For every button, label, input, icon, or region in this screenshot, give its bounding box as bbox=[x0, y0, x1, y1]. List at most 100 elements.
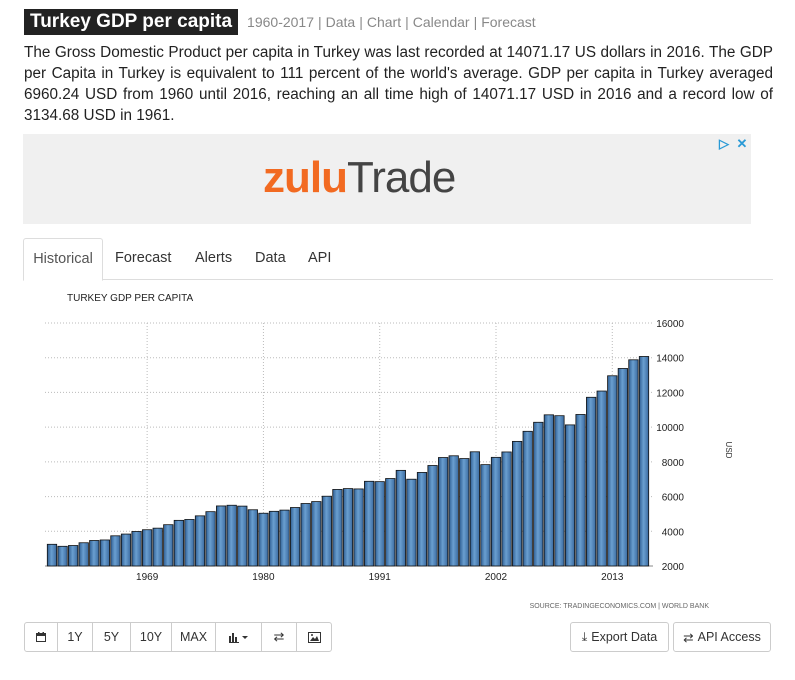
chart-source: SOURCE: TRADINGECONOMICS.COM | WORLD BAN… bbox=[530, 603, 710, 610]
export-data-label: Export Data bbox=[591, 630, 658, 644]
bar-2003[interactable] bbox=[501, 451, 512, 567]
link-calendar[interactable]: Calendar bbox=[412, 14, 470, 30]
range-10y-button[interactable]: 10Y bbox=[130, 622, 172, 652]
ad-banner[interactable]: zulu Trade ▷ ✕ bbox=[23, 134, 751, 224]
bar-2007[interactable] bbox=[543, 414, 554, 567]
bar-2000[interactable] bbox=[469, 451, 480, 567]
y-tick-label: 4000 bbox=[662, 527, 685, 538]
image-icon bbox=[307, 631, 321, 643]
brand-part-1: zulu bbox=[263, 153, 348, 202]
tab-data[interactable]: Data bbox=[255, 250, 286, 266]
image-button[interactable] bbox=[296, 622, 332, 652]
adchoices-icon[interactable]: ▷ bbox=[719, 136, 729, 151]
bar-1984[interactable] bbox=[300, 503, 311, 567]
y-tick-label: 12000 bbox=[656, 388, 684, 399]
bar-1993[interactable] bbox=[395, 469, 406, 567]
close-icon[interactable]: ✕ bbox=[736, 136, 748, 151]
bar-1978[interactable] bbox=[237, 505, 248, 567]
bar-1967[interactable] bbox=[120, 533, 132, 567]
bar-1972[interactable] bbox=[173, 519, 184, 567]
bar-2012[interactable] bbox=[596, 390, 607, 567]
tab-alerts[interactable]: Alerts bbox=[195, 250, 233, 266]
x-tick-label: 2013 bbox=[601, 572, 624, 583]
bar-1963[interactable] bbox=[78, 542, 89, 567]
bar-1994[interactable] bbox=[406, 478, 417, 567]
calendar-button[interactable] bbox=[24, 622, 58, 652]
tab-historical[interactable]: Historical bbox=[23, 238, 103, 281]
bar-2015[interactable] bbox=[628, 359, 639, 567]
bar-1969[interactable] bbox=[142, 529, 153, 567]
bar-1964[interactable] bbox=[89, 540, 100, 567]
bar-2008[interactable] bbox=[554, 415, 565, 567]
bar-2009[interactable] bbox=[564, 424, 576, 567]
page-title: Turkey GDP per capita bbox=[24, 9, 239, 35]
bar-2005[interactable] bbox=[522, 430, 533, 567]
bar-1983[interactable] bbox=[290, 507, 301, 567]
bar-1982[interactable] bbox=[279, 509, 290, 567]
bar-1979[interactable] bbox=[247, 509, 258, 567]
bar-1962[interactable] bbox=[68, 545, 79, 567]
chart-type-button[interactable] bbox=[215, 622, 262, 652]
description-paragraph: The Gross Domestic Product per capita in… bbox=[24, 44, 773, 124]
bar-1999[interactable] bbox=[459, 458, 470, 567]
bar-1977[interactable] bbox=[226, 504, 237, 567]
bar-1985[interactable] bbox=[311, 501, 322, 567]
bar-1980[interactable] bbox=[258, 512, 269, 567]
bar-1976[interactable] bbox=[216, 505, 227, 567]
link-date-range[interactable]: 1960-2017 bbox=[247, 14, 314, 30]
bar-1968[interactable] bbox=[131, 531, 142, 567]
bar-1970[interactable] bbox=[152, 527, 163, 567]
x-tick-label: 1991 bbox=[369, 572, 392, 583]
bar-2013[interactable] bbox=[607, 375, 618, 567]
range-max-button[interactable]: MAX bbox=[171, 622, 216, 652]
bar-1995[interactable] bbox=[416, 472, 428, 567]
calendar-icon bbox=[36, 632, 46, 642]
bar-1987[interactable] bbox=[332, 489, 343, 567]
bars-group bbox=[46, 356, 650, 567]
bar-1991[interactable] bbox=[374, 481, 385, 567]
export-data-button[interactable]: ⤓ Export Data bbox=[570, 622, 669, 652]
y-tick-label: 6000 bbox=[662, 493, 685, 504]
x-axis-ticks: 1969 1980 1991 2002 2013 bbox=[136, 572, 624, 583]
bar-1989[interactable] bbox=[353, 488, 364, 567]
bar-1974[interactable] bbox=[194, 515, 206, 567]
tab-api[interactable]: API bbox=[308, 250, 332, 266]
bar-1960[interactable] bbox=[46, 543, 58, 567]
bar-1965[interactable] bbox=[99, 539, 110, 567]
bar-2014[interactable] bbox=[617, 368, 628, 567]
bar-1992[interactable] bbox=[385, 478, 396, 567]
bar-1986[interactable] bbox=[321, 495, 332, 567]
bar-chart-icon bbox=[228, 633, 248, 643]
bar-1975[interactable] bbox=[205, 511, 216, 567]
api-access-label: API Access bbox=[697, 630, 761, 644]
bar-1997[interactable] bbox=[438, 457, 449, 567]
bar-1971[interactable] bbox=[163, 524, 174, 567]
compare-button[interactable]: ⇄ bbox=[261, 622, 297, 652]
range-1y-button[interactable]: 1Y bbox=[57, 622, 93, 652]
bar-1961[interactable] bbox=[57, 545, 68, 567]
chart-title: TURKEY GDP PER CAPITA bbox=[67, 293, 193, 304]
link-forecast[interactable]: Forecast bbox=[481, 14, 536, 30]
bar-2011[interactable] bbox=[586, 396, 597, 567]
link-chart[interactable]: Chart bbox=[366, 14, 402, 30]
bar-2010[interactable] bbox=[575, 414, 586, 567]
x-tick-label: 1969 bbox=[136, 572, 159, 583]
bar-1988[interactable] bbox=[342, 488, 354, 567]
bar-1996[interactable] bbox=[427, 465, 438, 567]
zulutrade-logo[interactable]: zulu Trade bbox=[263, 153, 456, 202]
bar-1981[interactable] bbox=[268, 510, 280, 567]
bar-2002[interactable] bbox=[490, 456, 502, 567]
bar-1973[interactable] bbox=[184, 519, 195, 567]
range-5y-button[interactable]: 5Y bbox=[92, 622, 131, 652]
bar-2004[interactable] bbox=[512, 440, 523, 567]
y-tick-label: 14000 bbox=[656, 354, 684, 365]
api-access-button[interactable]: ⇄ API Access bbox=[673, 622, 771, 652]
tab-forecast[interactable]: Forecast bbox=[115, 250, 172, 266]
bar-2016[interactable] bbox=[638, 356, 650, 567]
bar-2006[interactable] bbox=[533, 421, 544, 567]
bar-1966[interactable] bbox=[110, 535, 121, 567]
link-data[interactable]: Data bbox=[325, 14, 356, 30]
bar-1998[interactable] bbox=[448, 455, 459, 567]
bar-1990[interactable] bbox=[364, 480, 375, 567]
bar-2001[interactable] bbox=[480, 464, 491, 567]
